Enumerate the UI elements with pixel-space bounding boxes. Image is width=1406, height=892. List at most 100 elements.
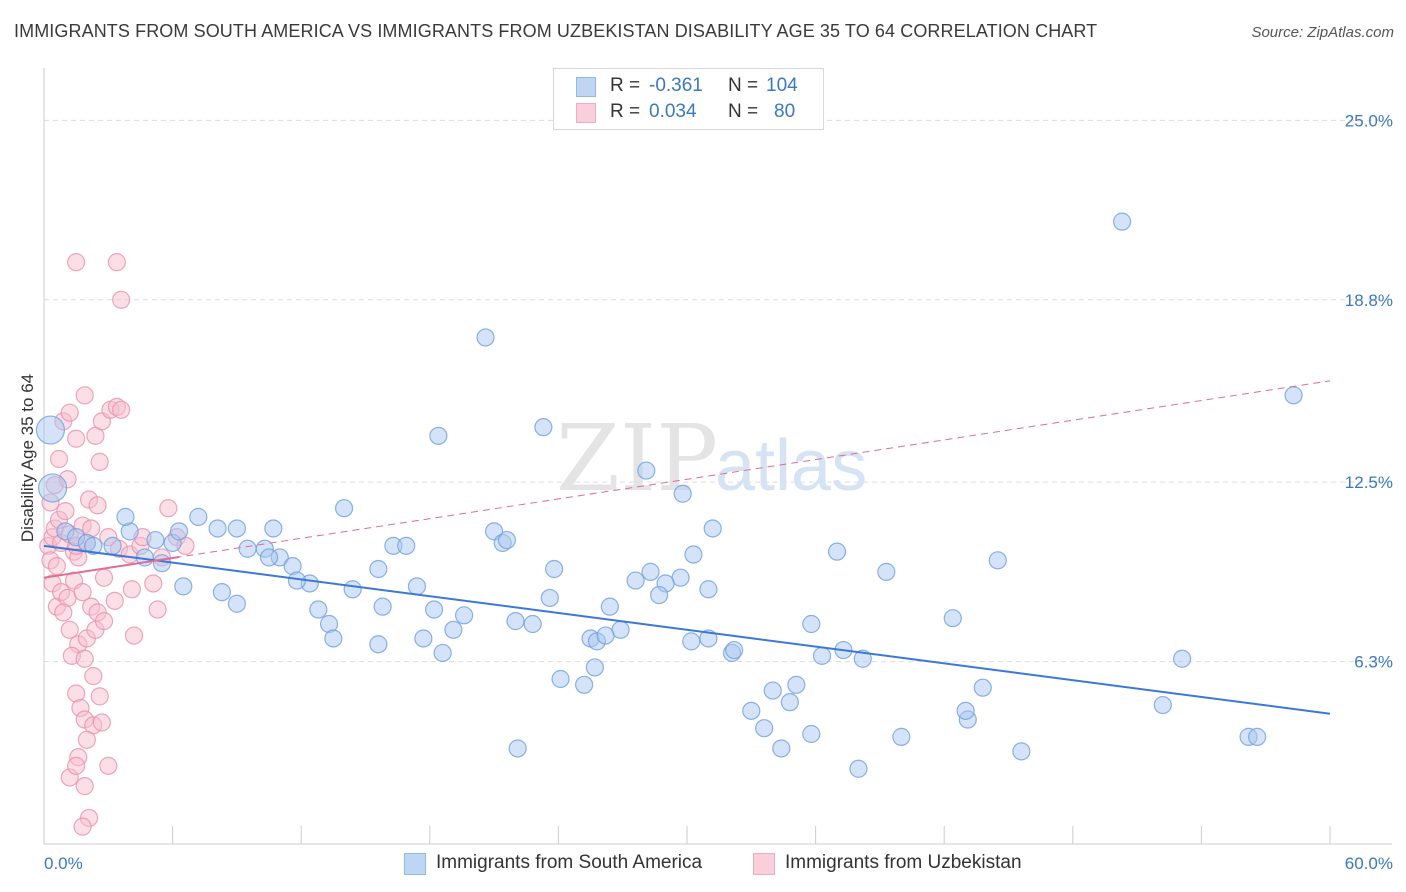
data-point [497, 530, 517, 550]
data-point [67, 253, 86, 272]
data-point [88, 496, 107, 515]
data-point [742, 701, 761, 720]
data-point [673, 484, 692, 503]
data-point [369, 635, 388, 654]
data-point [877, 562, 896, 581]
data-point [973, 678, 992, 697]
data-point [1153, 695, 1172, 715]
data-point [703, 519, 722, 538]
bottom-legend-label: Immigrants from South America [436, 852, 703, 873]
data-point [169, 522, 189, 541]
data-point [849, 759, 868, 778]
data-point [780, 693, 799, 712]
data-point [444, 620, 463, 639]
axes [43, 68, 1392, 845]
data-point [682, 632, 701, 651]
data-point [56, 502, 75, 521]
legend-r-value: -0.361 [649, 75, 703, 96]
data-point [124, 626, 144, 645]
data-point [596, 626, 615, 645]
legend-swatch-pink [576, 103, 596, 123]
data-point [551, 669, 570, 689]
data-point [148, 600, 167, 619]
data-point [152, 554, 171, 573]
data-point [94, 568, 114, 587]
series-uzbekistan-points [39, 253, 195, 836]
x-tick-label: 0.0% [44, 854, 83, 873]
data-point [67, 756, 86, 775]
data-point [637, 461, 656, 480]
correlation-legend: R = -0.361 N = 104 R = 0.034 N = 80 [553, 68, 824, 130]
trend-line-uzbekistan [43, 380, 1331, 579]
data-point [324, 629, 343, 648]
legend-r-label: R = [610, 101, 641, 122]
data-point [699, 629, 718, 648]
data-point [103, 536, 122, 555]
data-point [264, 519, 283, 538]
data-point [523, 614, 542, 634]
data-point [585, 658, 604, 677]
data-point [208, 519, 227, 538]
data-point [1248, 727, 1267, 746]
data-point [92, 713, 111, 732]
trend-line-uzbekistan-solid [43, 556, 180, 579]
x-tick-label: 60.0% [1345, 854, 1393, 873]
data-point [626, 571, 645, 590]
legend-n-value: 80 [774, 101, 796, 122]
data-point [812, 646, 832, 665]
data-point [73, 817, 92, 836]
data-point [116, 507, 135, 526]
data-point [1284, 386, 1303, 405]
data-point [112, 290, 131, 309]
data-point [334, 499, 354, 518]
legend-n-value: 104 [766, 75, 798, 96]
source-credit: Source: ZipAtlas.com [1251, 24, 1394, 41]
watermark-atlas: atlas [715, 426, 867, 506]
data-point [90, 687, 109, 706]
data-point [75, 649, 94, 668]
data-point [238, 539, 257, 558]
data-point [407, 577, 427, 596]
data-point [575, 675, 594, 694]
chart-title: IMMIGRANTS FROM SOUTH AMERICA VS IMMIGRA… [14, 21, 1098, 41]
legend-r-label: R = [610, 75, 641, 96]
bottom-legend-swatch-pink [753, 853, 775, 875]
data-point [146, 530, 165, 550]
data-point [787, 675, 806, 694]
data-point [699, 580, 718, 599]
y-tick-label: 25.0% [1345, 111, 1393, 130]
data-point [534, 418, 553, 437]
data-point [853, 649, 872, 668]
data-point [1012, 742, 1031, 761]
data-point [84, 667, 103, 686]
data-point [506, 612, 525, 631]
tick-labels: 6.3% 12.5% 18.8% 25.0% 0.0% 60.0% [44, 111, 1393, 873]
data-point [212, 583, 231, 602]
bottom-legend-swatch-blue [404, 853, 426, 875]
data-point [75, 386, 94, 405]
data-point [373, 597, 392, 616]
data-point [424, 600, 444, 619]
data-point [54, 603, 73, 622]
data-point [227, 594, 246, 613]
data-point [545, 559, 564, 579]
data-point [122, 580, 141, 599]
data-point [35, 415, 66, 445]
data-point [49, 449, 69, 469]
data-point [309, 600, 328, 619]
data-point [189, 507, 208, 526]
data-point [540, 588, 559, 608]
legend-n-label: N = [728, 75, 759, 96]
data-point [1173, 649, 1192, 668]
data-point [84, 536, 103, 555]
data-point [827, 542, 847, 561]
data-point [77, 730, 96, 749]
data-point [802, 614, 821, 634]
data-point [508, 739, 527, 758]
data-point [892, 727, 911, 746]
data-point [454, 606, 474, 625]
grid-lines [44, 119, 1392, 663]
data-point [105, 591, 124, 610]
series-south-america-points [35, 212, 1303, 778]
bottom-legend-label: Immigrants from Uzbekistan [785, 852, 1022, 873]
